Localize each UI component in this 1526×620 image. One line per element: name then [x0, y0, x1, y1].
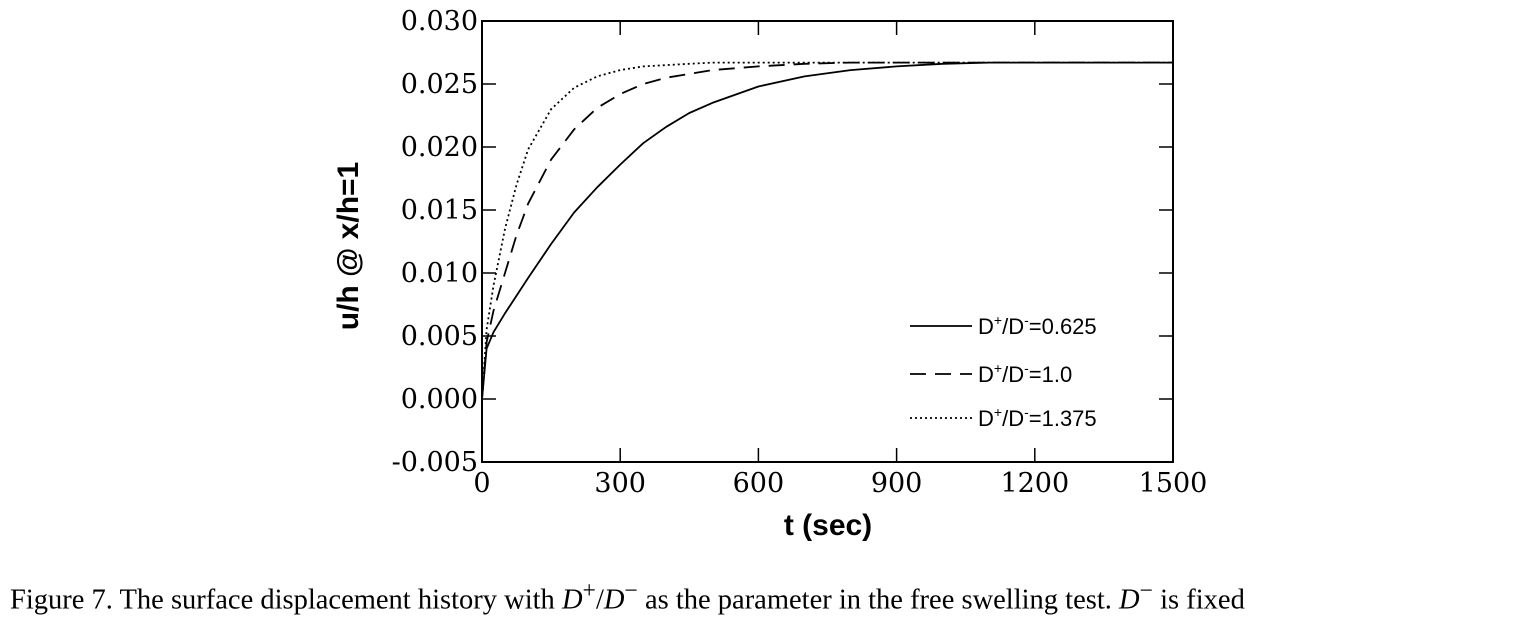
y-tick-label: 0.030 — [401, 6, 478, 37]
caption-plus-sign: + — [582, 578, 596, 604]
legend-label-part: =0.625 — [1029, 314, 1097, 339]
legend-label-part: - — [1024, 312, 1029, 328]
legend-label-part: + — [994, 312, 1002, 328]
x-tick-label: 600 — [733, 468, 785, 499]
x-tick-label: 300 — [594, 468, 646, 499]
legend-label-part: /D — [1002, 314, 1024, 339]
legend-label: D+​/D-​=0.625 — [978, 312, 1097, 339]
y-axis-title: u/h @ x/h=1 — [332, 162, 365, 330]
legend-label-part: - — [1024, 360, 1029, 376]
series-lines — [481, 61, 1173, 400]
legend-label-part: D — [978, 314, 994, 339]
caption-d-minus-2: D — [1119, 584, 1140, 616]
caption-slash: / — [595, 584, 604, 616]
legend-label-part: /D — [1002, 362, 1024, 387]
caption-prefix: Figure 7. The surface displacement histo… — [10, 584, 562, 616]
x-axis-title: t (sec) — [784, 509, 872, 542]
y-axis-ticks: -0.005 0.000 0.005 0.010 0.015 0.020 0.025 0.03… — [392, 6, 1173, 478]
caption-minus-sign-2: − — [1139, 578, 1154, 604]
legend-label-part: =1.0 — [1029, 362, 1072, 387]
series-line-10 — [481, 61, 1173, 400]
x-tick-label: 1200 — [1000, 468, 1069, 499]
legend-label-part: - — [1024, 404, 1029, 420]
x-tick-label: 900 — [871, 468, 923, 499]
x-tick-label: 1500 — [1139, 468, 1208, 499]
displacement-history-chart: 0 300 600 900 1200 1500 -0.005 0.000 0.005 0.010… — [332, 6, 1207, 542]
y-tick-label: 0.010 — [401, 258, 478, 289]
y-tick-label: 0.025 — [401, 69, 478, 100]
legend-label-part: + — [994, 360, 1002, 376]
caption-d-plus: D — [561, 584, 583, 616]
legend-label: D+​/D-​=1.375 — [978, 404, 1097, 431]
caption-middle: as the parameter in the free swelling te… — [637, 584, 1120, 616]
plot-frame — [481, 20, 1174, 463]
x-tick-label: 0 — [473, 468, 490, 499]
y-tick-label: -0.005 — [392, 447, 478, 478]
figure-caption: Figure 7. The surface displacement histo… — [10, 578, 1520, 617]
legend-label-part: D — [978, 406, 994, 431]
legend-label-part: + — [994, 404, 1002, 420]
legend-label-part: /D — [1002, 406, 1024, 431]
legend-label: D+​/D-​=1.0 — [978, 360, 1072, 387]
y-tick-label: 0.005 — [401, 321, 478, 352]
plot-border — [481, 20, 1174, 463]
y-tick-label: 0.000 — [401, 384, 478, 415]
y-tick-label: 0.020 — [401, 132, 478, 163]
caption-minus-sign: − — [624, 578, 638, 604]
x-axis-ticks: 0 300 600 900 1200 1500 — [473, 21, 1207, 499]
series-line-0625 — [481, 61, 1173, 400]
series-line-1375 — [481, 61, 1173, 400]
caption-suffix: is fixed — [1153, 584, 1245, 616]
legend-label-part: D — [978, 362, 994, 387]
caption-d-minus: D — [603, 584, 625, 616]
y-tick-label: 0.015 — [401, 195, 478, 226]
legend-label-part: =1.375 — [1029, 406, 1097, 431]
